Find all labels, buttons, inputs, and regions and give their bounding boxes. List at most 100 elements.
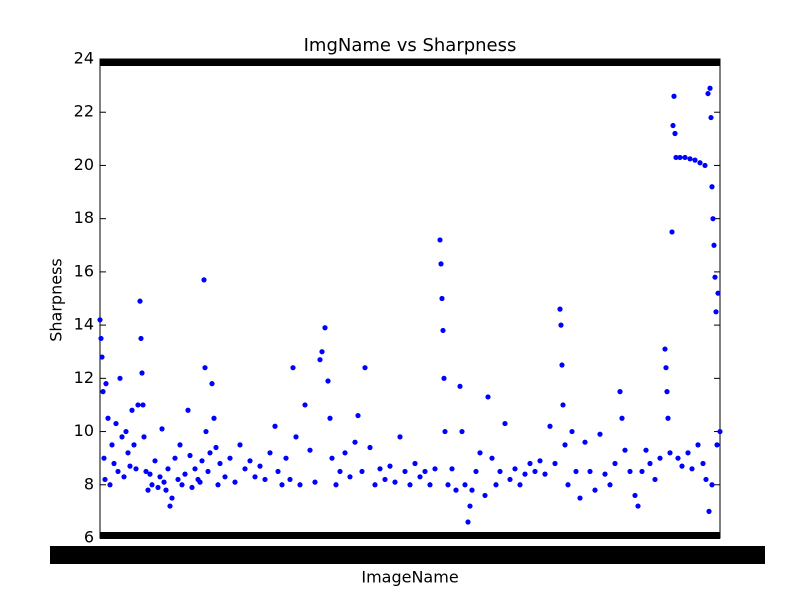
point bbox=[602, 471, 608, 477]
point bbox=[462, 482, 468, 488]
point bbox=[169, 495, 175, 501]
point bbox=[562, 442, 568, 448]
point bbox=[485, 394, 491, 400]
point bbox=[643, 447, 649, 453]
point bbox=[163, 487, 169, 493]
point bbox=[592, 487, 598, 493]
y-tick-label: 12 bbox=[74, 368, 94, 387]
point bbox=[682, 154, 688, 161]
point bbox=[242, 466, 248, 472]
point bbox=[147, 471, 153, 477]
point bbox=[109, 442, 115, 448]
y-tick-label: 14 bbox=[74, 315, 94, 334]
point bbox=[438, 261, 444, 267]
point bbox=[507, 476, 513, 483]
point bbox=[149, 482, 155, 488]
point bbox=[290, 365, 296, 371]
plot-frame bbox=[99, 58, 721, 539]
point bbox=[102, 476, 108, 483]
point bbox=[293, 434, 299, 440]
y-axis-label: Sharpness bbox=[47, 258, 66, 342]
point bbox=[115, 468, 121, 475]
point bbox=[652, 476, 658, 483]
point bbox=[337, 468, 343, 475]
point bbox=[157, 474, 163, 480]
point bbox=[457, 383, 463, 389]
point bbox=[441, 375, 447, 381]
x-axis-label: ImageName bbox=[361, 568, 458, 587]
point bbox=[100, 389, 106, 395]
point bbox=[185, 407, 191, 413]
point bbox=[237, 442, 243, 448]
point bbox=[123, 428, 129, 435]
point bbox=[692, 157, 698, 163]
point bbox=[342, 450, 348, 456]
point bbox=[217, 460, 223, 467]
point bbox=[101, 455, 107, 461]
point bbox=[573, 468, 579, 475]
point bbox=[560, 402, 566, 408]
point bbox=[222, 474, 228, 480]
point bbox=[201, 277, 207, 283]
point bbox=[697, 160, 703, 166]
point bbox=[257, 463, 263, 469]
point bbox=[440, 327, 446, 334]
point bbox=[213, 444, 219, 451]
point bbox=[279, 482, 285, 488]
point bbox=[275, 468, 281, 475]
point bbox=[679, 463, 685, 469]
point bbox=[493, 482, 499, 488]
point bbox=[192, 466, 198, 472]
point bbox=[695, 442, 701, 448]
point bbox=[639, 468, 645, 475]
point bbox=[427, 482, 433, 488]
y-tick-label: 8 bbox=[84, 474, 94, 493]
point bbox=[205, 468, 211, 475]
point bbox=[449, 466, 455, 472]
point bbox=[161, 479, 167, 485]
point bbox=[287, 476, 293, 483]
point bbox=[138, 335, 144, 342]
point bbox=[155, 484, 161, 491]
point bbox=[307, 447, 313, 453]
point bbox=[552, 460, 558, 467]
point bbox=[587, 468, 593, 475]
point bbox=[352, 439, 358, 445]
point bbox=[392, 479, 398, 485]
point bbox=[467, 503, 473, 509]
point bbox=[685, 450, 691, 456]
point bbox=[647, 460, 653, 467]
point bbox=[663, 365, 669, 371]
point bbox=[99, 354, 105, 360]
point bbox=[689, 466, 695, 472]
y-tick-label: 20 bbox=[74, 155, 94, 174]
point bbox=[619, 415, 625, 421]
point bbox=[127, 463, 133, 469]
point bbox=[215, 482, 221, 488]
point bbox=[107, 482, 113, 488]
y-tick-label: 10 bbox=[74, 421, 94, 440]
point bbox=[322, 325, 328, 331]
point bbox=[317, 357, 323, 363]
point bbox=[664, 389, 670, 395]
point bbox=[125, 450, 131, 456]
point bbox=[632, 492, 638, 499]
point bbox=[355, 412, 361, 419]
point bbox=[327, 415, 333, 421]
point bbox=[712, 274, 718, 280]
point bbox=[577, 495, 583, 501]
point bbox=[252, 474, 258, 480]
point bbox=[187, 452, 193, 459]
point bbox=[442, 428, 448, 435]
point bbox=[362, 365, 368, 371]
point bbox=[397, 434, 403, 440]
point bbox=[702, 162, 708, 169]
point bbox=[715, 290, 721, 296]
point bbox=[459, 428, 465, 435]
point bbox=[622, 447, 628, 453]
point bbox=[559, 362, 565, 368]
point bbox=[437, 237, 443, 243]
